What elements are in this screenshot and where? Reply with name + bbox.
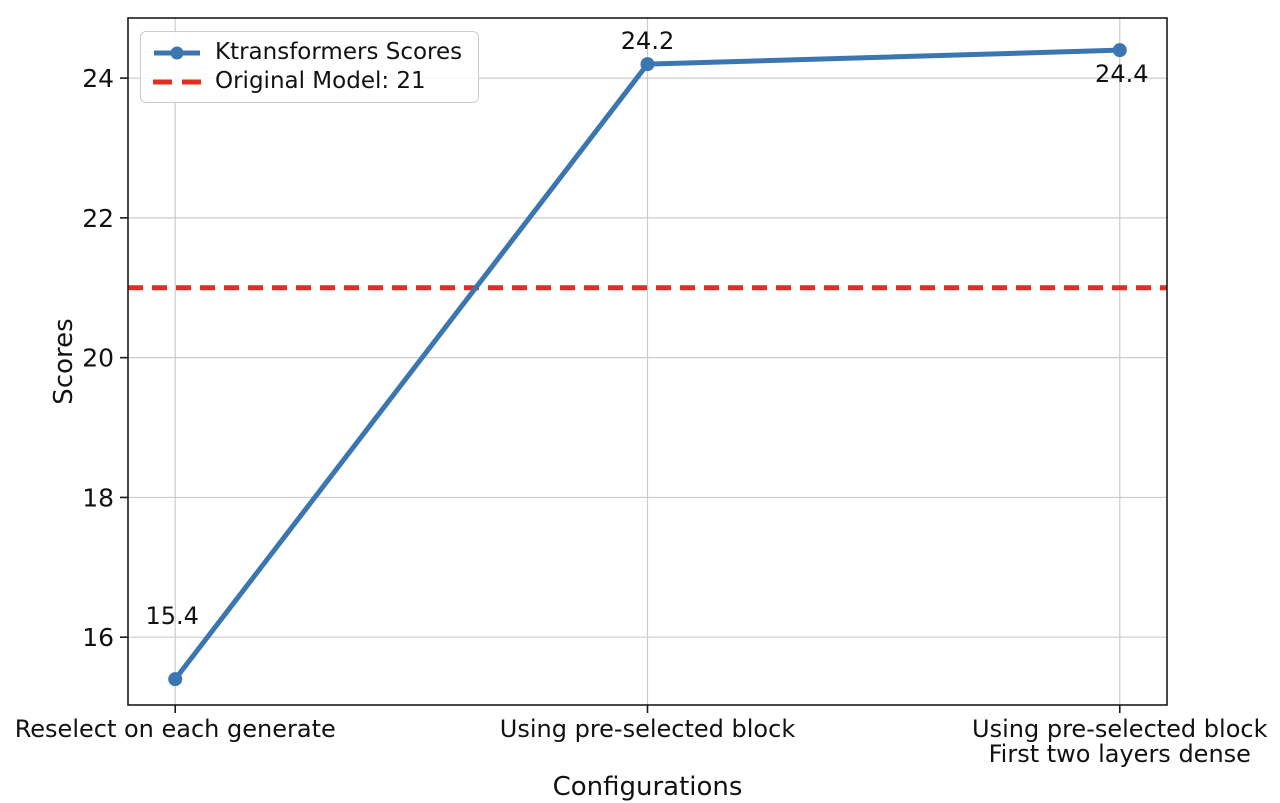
data-point-label: 24.2	[621, 27, 674, 55]
legend-item-ktransformers-scores: Ktransformers Scores	[153, 39, 462, 66]
x-tick-label: Using pre-selected block First two layers…	[972, 715, 1268, 768]
y-tick-label: 24	[82, 64, 114, 93]
y-tick-label: 16	[82, 623, 114, 652]
y-tick-label: 22	[82, 204, 114, 233]
legend-item-original-model: Original Model: 21	[153, 68, 462, 95]
legend-dashed-line-sample	[153, 79, 201, 84]
x-axis-label: Configurations	[553, 772, 743, 802]
x-tick-label: Using pre-selected block	[500, 715, 796, 743]
y-tick-label: 18	[82, 483, 114, 512]
data-point	[1112, 43, 1127, 58]
legend-line-marker-sample	[154, 46, 200, 59]
data-point	[640, 57, 655, 72]
data-point	[168, 672, 183, 687]
data-point-label: 24.4	[1095, 60, 1148, 88]
data-point-label: 15.4	[146, 602, 199, 630]
legend-label-original-model: Original Model: 21	[215, 68, 426, 94]
legend: Ktransformers Scores Original Model: 21	[140, 31, 480, 103]
y-axis-label: Scores	[49, 318, 79, 404]
legend-label-ktransformers-scores: Ktransformers Scores	[215, 39, 463, 65]
y-tick-label: 20	[82, 344, 114, 373]
x-tick-label: Reselect on each generate	[15, 715, 336, 743]
